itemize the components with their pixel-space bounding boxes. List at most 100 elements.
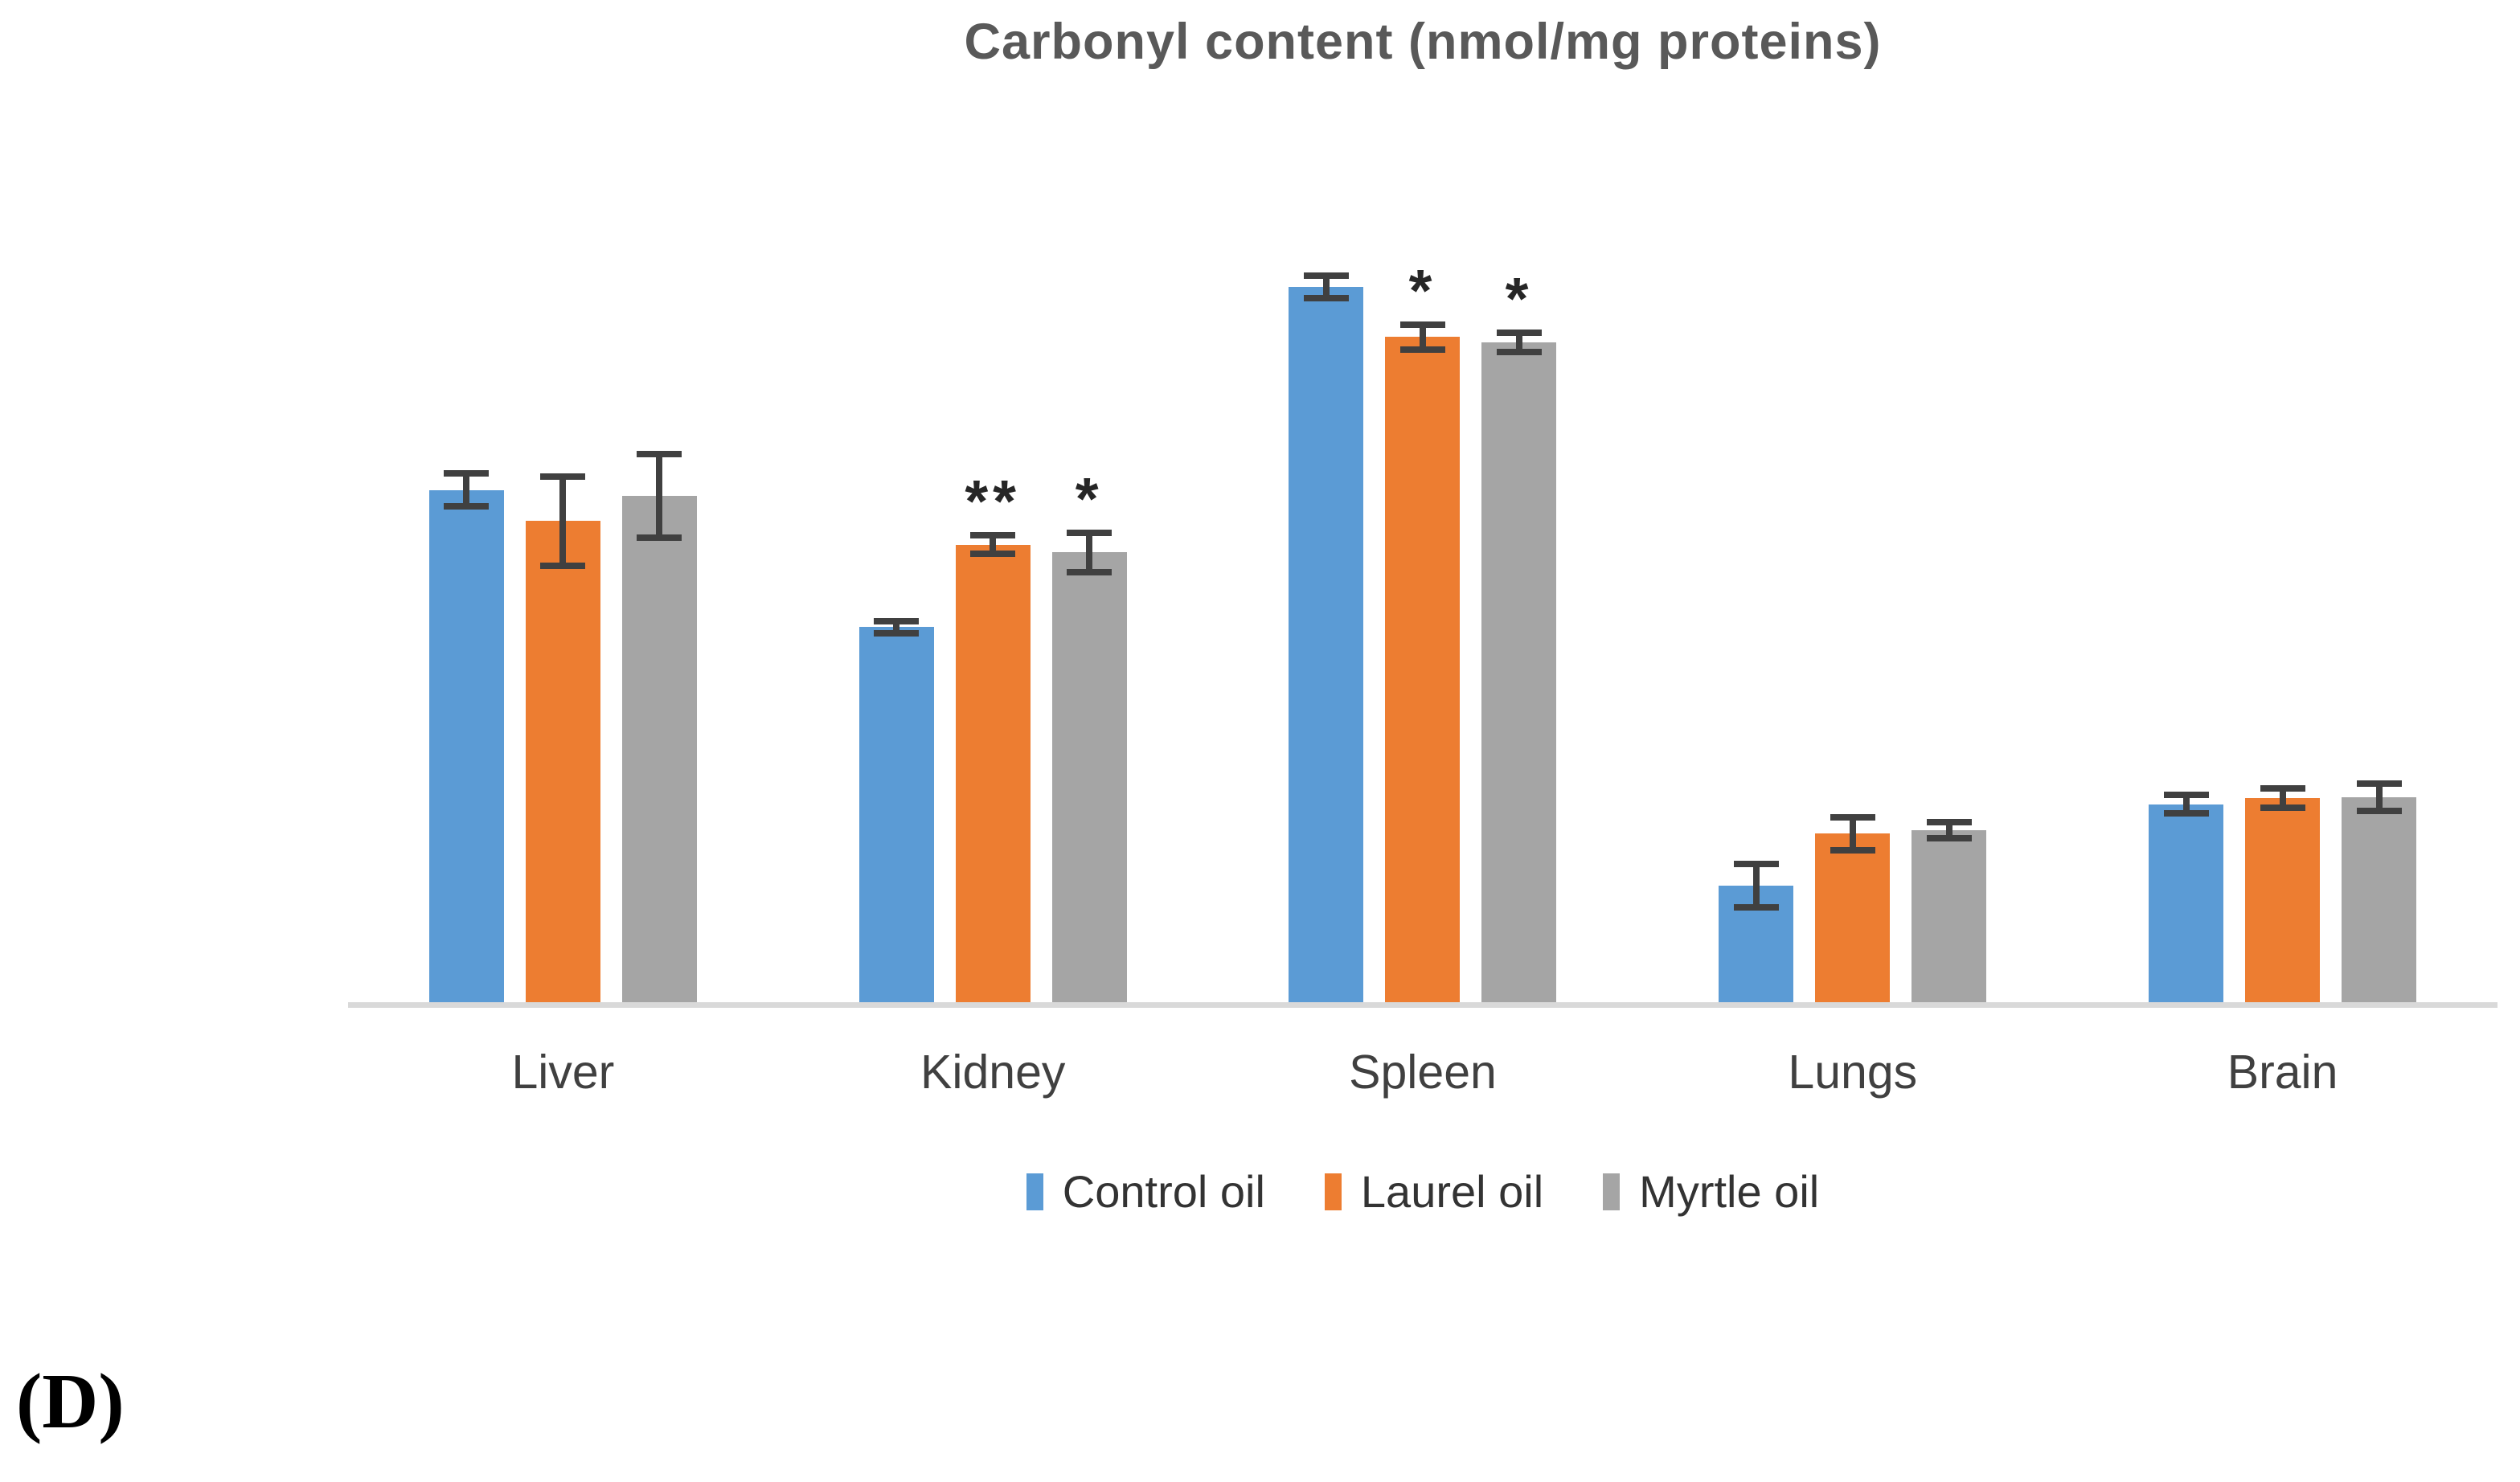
bar-slot-laurel-oil	[2245, 137, 2321, 1005]
bar-slot-myrtle-oil: *	[1051, 137, 1127, 1005]
legend-label-control-oil: Control oil	[1062, 1166, 1265, 1217]
error-bar-stem	[1419, 325, 1426, 350]
error-bar-stem	[559, 477, 567, 566]
bar-control-oil-spleen	[1289, 286, 1364, 1005]
error-bar-cap-bottom	[637, 534, 682, 541]
bar-cluster	[348, 137, 778, 1005]
legend-swatch-control-oil	[1026, 1173, 1043, 1210]
bar-cluster: * *	[1208, 137, 1638, 1005]
error-bar-cap-bottom	[1067, 569, 1112, 576]
bar-slot-myrtle-oil	[2342, 137, 2417, 1005]
error-bar-stem	[1752, 864, 1760, 908]
x-axis-line	[348, 1002, 2497, 1008]
bar-laurel-oil-kidney	[955, 544, 1031, 1005]
error-bar-cap-bottom	[1303, 294, 1349, 301]
bar-slot-control-oil	[428, 137, 504, 1005]
error-bar-cap-bottom	[2163, 810, 2209, 817]
bar-myrtle-oil-brain	[2342, 796, 2417, 1005]
error-bar-cap-bottom	[1399, 346, 1445, 353]
error-bar	[970, 531, 1016, 558]
error-bar-stem	[2375, 783, 2383, 812]
error-bar	[1496, 330, 1542, 355]
error-bar-cap-bottom	[2356, 808, 2402, 815]
category-group-brain	[2067, 137, 2497, 1005]
legend-item-laurel-oil: Laurel oil	[1324, 1165, 1544, 1218]
bar-slot-laurel-oil: **	[955, 137, 1031, 1005]
error-bar	[444, 470, 490, 510]
x-axis-label-lungs: Lungs	[1788, 1046, 1918, 1099]
bar-control-oil-kidney	[858, 627, 934, 1005]
bar-slot-laurel-oil	[525, 137, 600, 1005]
plot-area: ** * * *	[348, 137, 2497, 1008]
error-bar	[637, 451, 682, 541]
bar-laurel-oil-brain	[2245, 797, 2321, 1005]
bar-cluster: ** *	[778, 137, 1208, 1005]
bar-cluster	[1637, 137, 2067, 1005]
legend-swatch-laurel-oil	[1324, 1173, 1342, 1210]
error-bar	[1399, 321, 1445, 353]
bar-slot-laurel-oil	[1815, 137, 1891, 1005]
error-bar-stem	[1322, 275, 1330, 298]
category-group-spleen: * *	[1208, 137, 1638, 1005]
significance-marker: *	[1408, 257, 1437, 325]
error-bar-stem	[463, 473, 470, 507]
bar-slot-laurel-oil: *	[1385, 137, 1461, 1005]
bar-control-oil-brain	[2149, 804, 2224, 1005]
error-bar	[1830, 813, 1875, 854]
error-bar-stem	[893, 620, 900, 633]
bar-slot-control-oil	[1289, 137, 1364, 1005]
error-bar	[2163, 791, 2209, 817]
bar-myrtle-oil-lungs	[1912, 829, 1987, 1005]
bar-slot-control-oil	[2149, 137, 2224, 1005]
error-bar	[1067, 529, 1112, 576]
legend-swatch-myrtle-oil	[1603, 1173, 1621, 1210]
legend-label-laurel-oil: Laurel oil	[1360, 1166, 1544, 1217]
panel-label: (D)	[16, 1358, 125, 1444]
error-bar	[2260, 785, 2305, 811]
bar-slot-control-oil	[1719, 137, 1794, 1005]
bar-laurel-oil-lungs	[1815, 833, 1891, 1005]
bar-cluster	[2067, 137, 2497, 1005]
error-bar	[540, 473, 586, 569]
significance-marker: **	[965, 467, 1021, 534]
chart-title: Carbonyl content (nmol/mg proteins)	[964, 14, 1882, 70]
error-bar-cap-bottom	[970, 551, 1016, 558]
error-bar-stem	[1945, 822, 1952, 838]
error-bar	[874, 617, 920, 637]
bar-myrtle-oil-liver	[621, 496, 697, 1005]
significance-marker: *	[1075, 465, 1104, 532]
bar-slot-myrtle-oil	[1912, 137, 1987, 1005]
bar-slot-control-oil	[858, 137, 934, 1005]
error-bar-cap-bottom	[1733, 904, 1779, 911]
error-bar-stem	[990, 534, 997, 555]
bar-groups: ** * * *	[348, 137, 2497, 1005]
bar-myrtle-oil-kidney	[1051, 552, 1127, 1005]
x-axis-label-liver: Liver	[511, 1046, 615, 1099]
bar-laurel-oil-liver	[525, 521, 600, 1005]
legend-label-myrtle-oil: Myrtle oil	[1639, 1166, 1820, 1217]
bar-laurel-oil-spleen	[1385, 337, 1461, 1005]
error-bar-cap-bottom	[540, 562, 586, 569]
legend-item-myrtle-oil: Myrtle oil	[1603, 1165, 1819, 1218]
category-group-kidney: ** *	[778, 137, 1208, 1005]
bar-control-oil-liver	[428, 489, 504, 1005]
x-axis-label-spleen: Spleen	[1349, 1046, 1497, 1099]
error-bar-stem	[1086, 532, 1093, 573]
x-axis-labels: Liver Kidney Spleen Lungs Brain	[348, 1045, 2497, 1099]
x-axis-label-brain: Brain	[2227, 1046, 2338, 1099]
error-bar-stem	[1849, 817, 1856, 850]
error-bar-stem	[1515, 333, 1522, 352]
error-bar-stem	[2182, 794, 2190, 814]
chart-legend: Control oil Laurel oil Myrtle oil	[348, 1165, 2497, 1218]
error-bar-stem	[2279, 788, 2286, 808]
error-bar-cap-bottom	[1830, 846, 1875, 854]
error-bar	[1926, 819, 1972, 841]
error-bar-cap-bottom	[874, 629, 920, 637]
error-bar-cap-bottom	[2260, 804, 2305, 811]
significance-marker: *	[1505, 265, 1534, 333]
category-group-lungs	[1637, 137, 2067, 1005]
error-bar-cap-bottom	[444, 503, 490, 510]
error-bar	[2356, 780, 2402, 815]
error-bar-cap-bottom	[1496, 348, 1542, 355]
legend-item-control-oil: Control oil	[1026, 1165, 1265, 1218]
